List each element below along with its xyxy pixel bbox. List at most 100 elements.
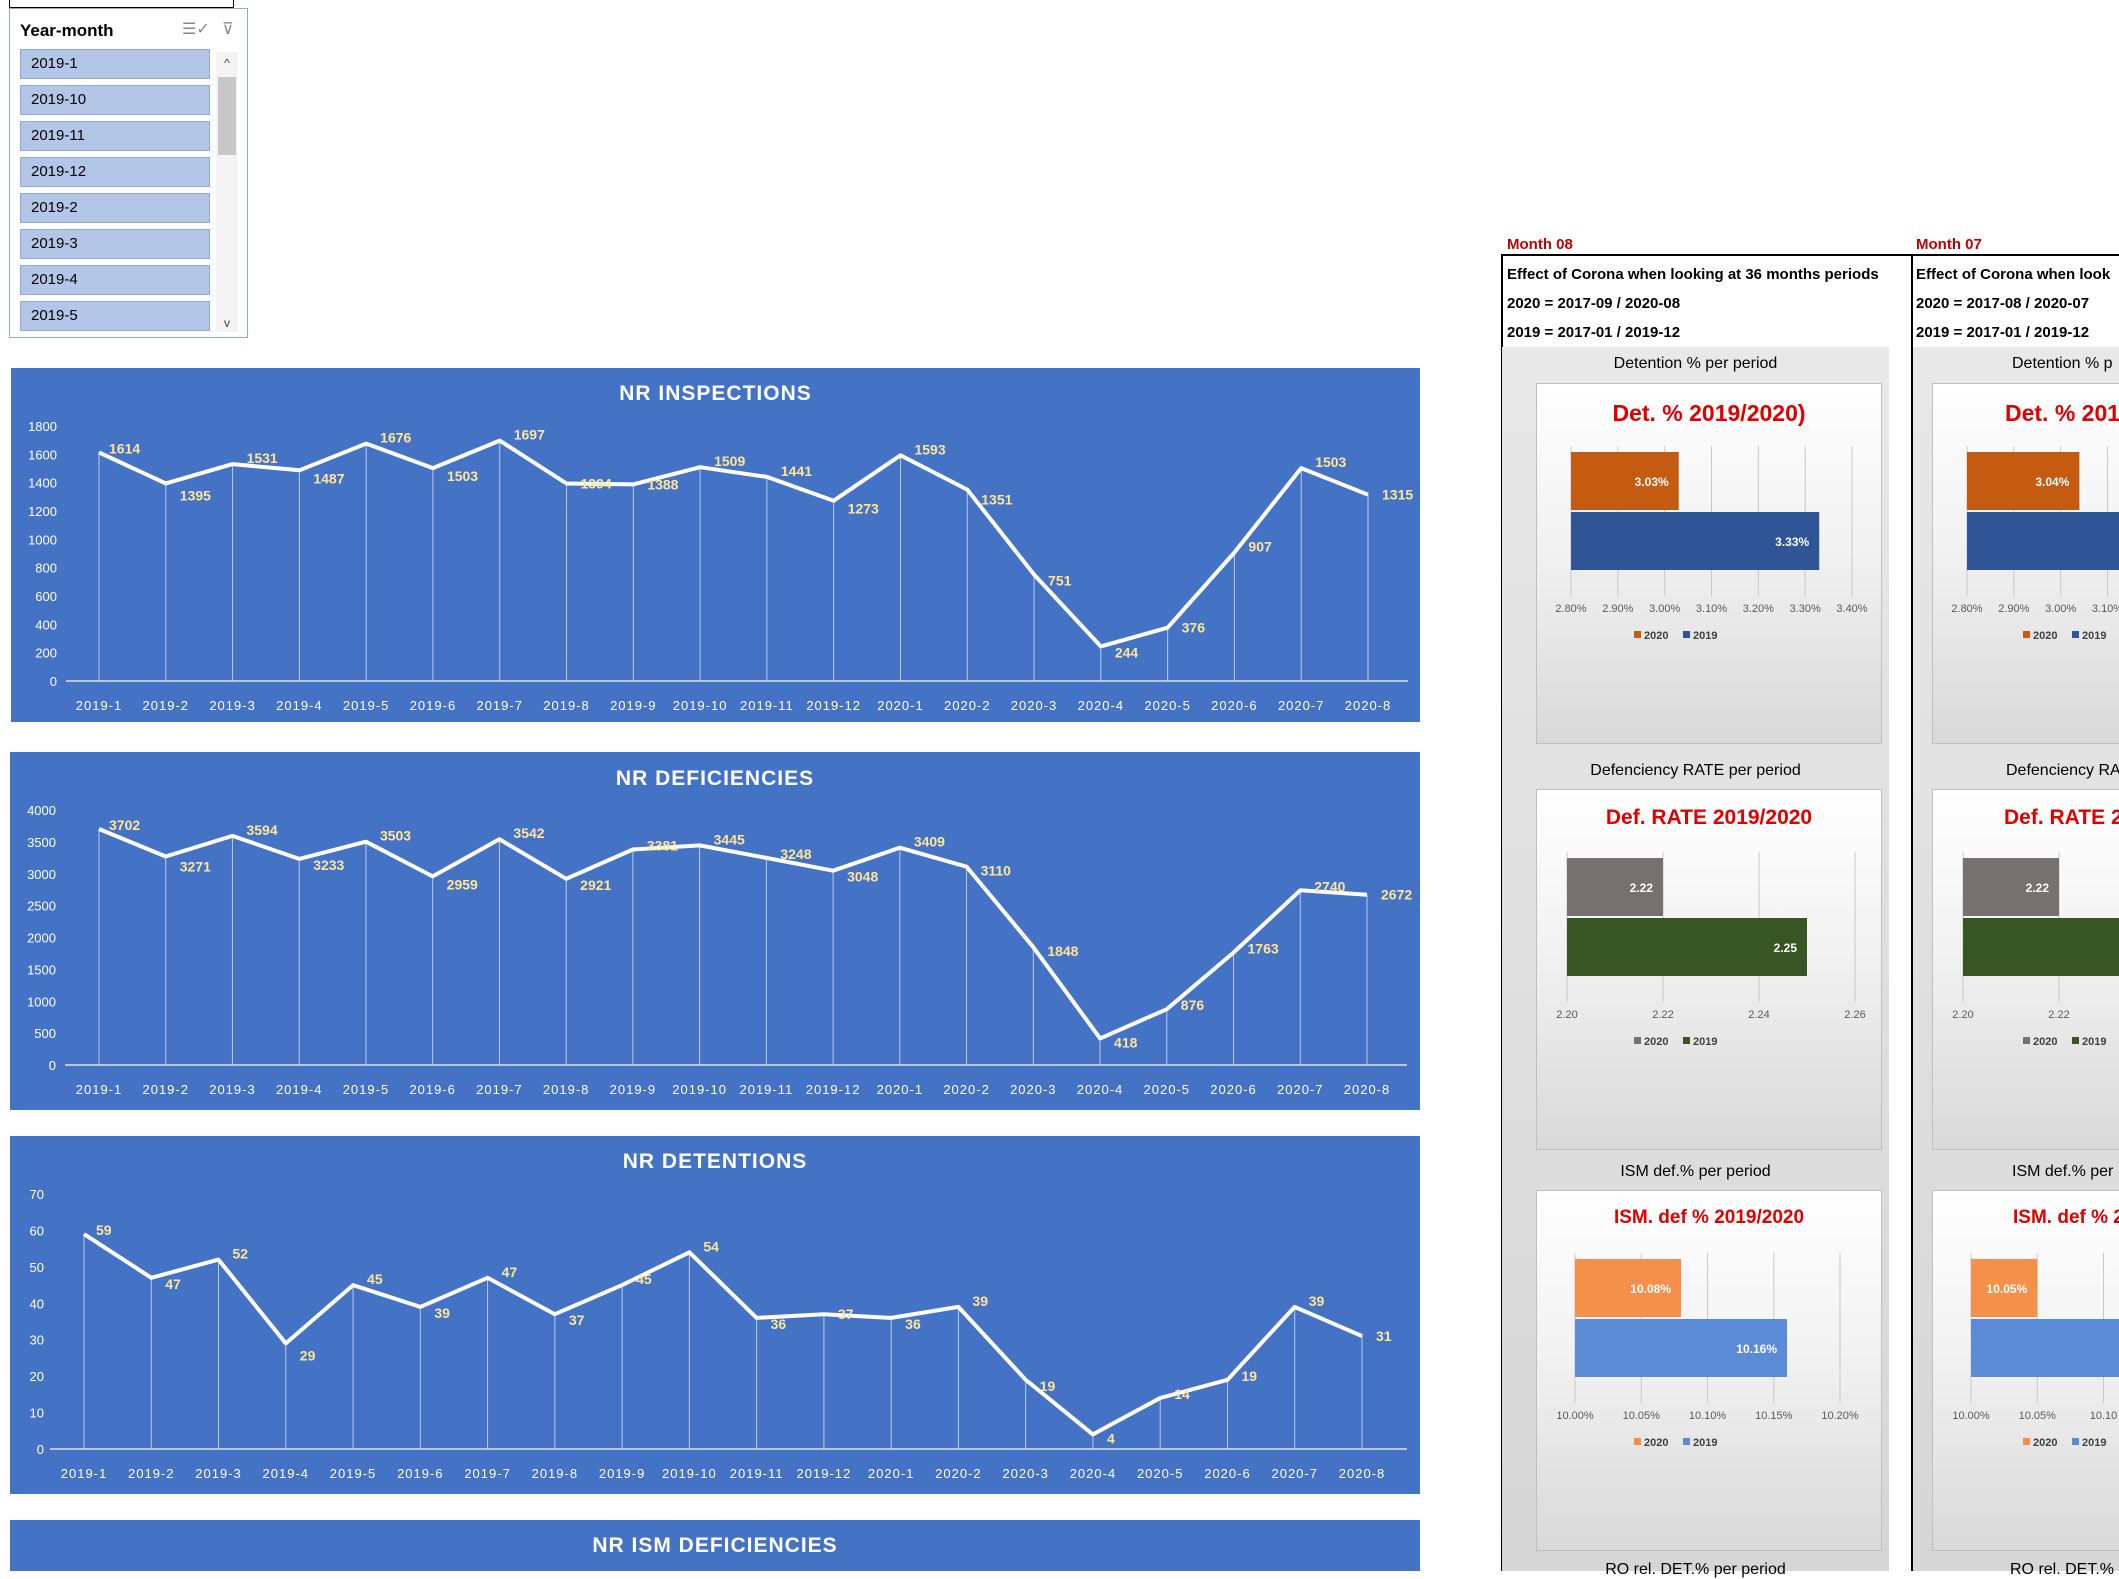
y-tick-label: 1400 (28, 476, 57, 491)
x-tick-label: 2019-6 (409, 1082, 455, 1097)
slicer-item[interactable]: 2019-11 (20, 121, 210, 151)
data-label: 2959 (447, 876, 478, 892)
legend-swatch-2020 (1634, 1037, 1641, 1044)
slicer-item[interactable]: 2019-2 (20, 193, 210, 223)
data-label: 1848 (1047, 943, 1078, 959)
y-tick-label: 1000 (27, 994, 56, 1009)
data-label: 1395 (180, 487, 211, 503)
slicer-item[interactable]: 2019-5 (20, 301, 210, 331)
slicer-item[interactable]: 2019-10 (20, 85, 210, 115)
data-label: 1614 (109, 440, 140, 456)
x-tick-label: 2020-3 (1010, 1082, 1056, 1097)
x-tick-label: 2019-6 (410, 698, 456, 713)
bar-value-label: 10.05% (1987, 1282, 2028, 1296)
x-tick-label: 2019-11 (730, 1466, 784, 1481)
bar-value-label: 2.25 (1774, 941, 1798, 955)
multi-select-icon[interactable]: ☰✓ (182, 21, 210, 38)
x-tick-label: 2019-10 (673, 698, 728, 713)
x-tick-label: 2019-4 (263, 1466, 309, 1481)
column-border (1911, 254, 1913, 1571)
x-tick-label: 2019-2 (142, 1082, 188, 1097)
chart-title: NR DETENTIONS (622, 1150, 808, 1173)
legend-swatch-2020 (2023, 1037, 2030, 1044)
year-month-slicer[interactable]: Year-month ☰✓ ⊽ 2019-1 2019-10 2019-11 2019… (9, 8, 248, 338)
bar-2020 (1967, 452, 2080, 510)
x-tick-label: 2019-10 (662, 1466, 717, 1481)
x-tick-label: 2020-3 (1011, 698, 1057, 713)
legend-label: 2020 (2033, 1437, 2057, 1449)
mini-chart-title: ISM. def % 2 (2013, 1207, 2119, 1228)
data-label: 36 (905, 1316, 921, 1332)
bar-value-label: 2.22 (1630, 881, 1654, 895)
x-tick-label: 2020-8 (1345, 698, 1391, 713)
ism-deficiencies-chart: NR ISM DEFICIENCIES (10, 1520, 1420, 1571)
x-tick-label: 10.05% (2019, 1410, 2057, 1422)
chart-title: NR ISM DEFICIENCIES (592, 1534, 838, 1557)
data-label: 39 (434, 1305, 450, 1321)
slicer-item[interactable]: 2019-3 (20, 229, 210, 259)
data-label: 907 (1248, 539, 1272, 555)
y-tick-label: 70 (30, 1187, 44, 1202)
x-tick-label: 2019-4 (276, 698, 322, 713)
x-tick-label: 2.22 (1652, 1009, 1673, 1021)
legend-label: 2020 (1644, 1437, 1668, 1449)
x-tick-label: 2019-7 (476, 1082, 522, 1097)
x-tick-label: 2020-4 (1078, 698, 1124, 713)
legend-swatch-2020 (1634, 631, 1641, 638)
bar-value-label: 2.22 (2026, 881, 2050, 895)
data-label: 1388 (647, 476, 678, 492)
y-tick-label: 500 (34, 1026, 56, 1041)
mini-chart-title: Det. % 201 (2005, 400, 2119, 426)
bar-2019 (1963, 918, 2119, 976)
chart-title: NR DEFICIENCIES (615, 767, 815, 790)
y-tick-label: 40 (30, 1296, 44, 1311)
x-tick-label: 2.24 (1748, 1009, 1769, 1021)
data-label: 1509 (714, 453, 745, 469)
x-tick-label: 3.10% (2092, 603, 2119, 615)
slicer-scrollbar[interactable]: ^ v (216, 52, 238, 332)
detention-bar-chart: Det. % 201 2.80% 2.90% 3.00% 3.10% 3.04% 2020… (1932, 383, 2119, 744)
x-tick-label: 10.15% (1755, 1410, 1793, 1422)
y-tick-label: 2500 (27, 899, 56, 914)
x-tick-label: 2020-8 (1339, 1466, 1385, 1481)
scroll-up-icon[interactable]: ^ (224, 56, 230, 70)
mini-chart-title: Def. RATE 2019/2020 (1605, 806, 1813, 829)
y-tick-label: 2000 (27, 931, 56, 946)
note-line-3: 2019 = 2017-01 / 2019-12 (1507, 324, 1681, 341)
legend-label: 2019 (1693, 1036, 1717, 1048)
slicer-item[interactable]: 2019-12 (20, 157, 210, 187)
data-label: 3594 (246, 822, 277, 838)
data-label: 376 (1182, 620, 1206, 636)
data-label: 19 (1241, 1368, 1257, 1384)
column-border (1913, 254, 2119, 256)
y-tick-label: 200 (35, 646, 57, 661)
data-label: 29 (300, 1347, 316, 1363)
data-label: 39 (1309, 1293, 1325, 1309)
data-label: 418 (1114, 1034, 1138, 1050)
ism-bar-plot: 10.00% 10.05% 10.10% 10.15% 10.20% 10.08% 10.1… (1556, 1253, 1859, 1449)
legend-label: 2019 (1693, 1437, 1717, 1449)
bar-2020 (1571, 452, 1679, 510)
data-label: 1487 (313, 470, 344, 486)
x-tick-label: 10.05% (1623, 1410, 1661, 1422)
x-tick-label: 2019-11 (739, 1082, 793, 1097)
x-tick-label: 2019-5 (330, 1466, 376, 1481)
slicer-item[interactable]: 2019-1 (20, 49, 210, 79)
x-tick-label: 2019-3 (209, 698, 255, 713)
deficiencies-chart-plot: 0 500 1000 1500 2000 2500 3000 3500 4000 3702 3271… (27, 803, 1412, 1097)
x-tick-label: 2020-3 (1002, 1466, 1048, 1481)
y-tick-label: 1200 (28, 504, 57, 519)
x-tick-label: 10.00% (1556, 1410, 1594, 1422)
scroll-thumb[interactable] (218, 77, 236, 155)
clear-filter-icon[interactable]: ⊽ (222, 21, 234, 38)
x-tick-label: 2019-7 (476, 698, 522, 713)
deficiency-rate-bar-chart: Def. RATE 2019/2020 2.20 2.22 2.24 2.26 2.22… (1536, 789, 1882, 1150)
legend-swatch-2019 (2072, 1037, 2079, 1044)
scroll-down-icon[interactable]: v (224, 316, 230, 330)
slicer-item[interactable]: 2019-4 (20, 265, 210, 295)
y-tick-label: 4000 (27, 803, 56, 818)
y-tick-label: 3000 (27, 867, 56, 882)
x-tick-label: 10.20% (1821, 1410, 1859, 1422)
bar-value-label: 10.16% (1736, 1342, 1777, 1356)
data-label: 1763 (1248, 941, 1279, 957)
